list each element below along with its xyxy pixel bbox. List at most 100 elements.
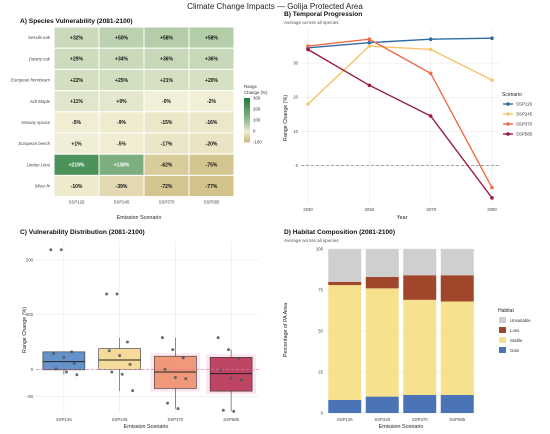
colorbar-segment <box>244 109 250 111</box>
series-line <box>307 45 493 105</box>
heatmap-cell-label: +29% <box>70 57 83 63</box>
x-tick-label: SSP126 <box>56 417 72 422</box>
colorbar-segment <box>244 126 250 128</box>
heatmap-column-labels: SSP126 SSP245 SSP370 SSP585 <box>69 200 220 205</box>
colorbar-tick-label: 100 <box>253 118 261 123</box>
x-tick-label: SSP585 <box>449 417 465 422</box>
x-tick-label: 2050 <box>365 207 375 212</box>
bar-segment <box>403 299 437 395</box>
bar-segment <box>440 394 474 413</box>
colorbar-segment <box>244 99 250 101</box>
series-point <box>306 47 310 52</box>
y-tick-label: 30 <box>293 61 298 66</box>
data-point <box>131 389 135 393</box>
data-point <box>105 292 109 296</box>
colorbar-segment <box>244 128 250 131</box>
colorbar-title-line1: Range <box>244 84 257 89</box>
colorbar-segment <box>244 140 250 143</box>
heatmap-cell-label: -75% <box>206 163 218 169</box>
colorbar-segment <box>244 105 250 108</box>
colorbar-segment <box>244 103 250 105</box>
data-point <box>176 407 180 411</box>
panel-b-series <box>306 36 494 200</box>
legend-swatch <box>499 337 506 343</box>
data-point <box>181 356 185 360</box>
box-body <box>42 351 86 371</box>
data-point <box>128 362 132 366</box>
colorbar-tick-label: 0 <box>253 129 256 134</box>
bar-segment <box>365 396 399 413</box>
colorbar-segment <box>244 111 250 113</box>
heatmap-cell-label: +32% <box>70 35 83 41</box>
heatmap-cell-label: -5% <box>72 120 81 126</box>
panel-a-title: A) Species Vulnerability (2081-2100) <box>20 18 133 25</box>
data-point <box>240 378 244 382</box>
legend-swatch <box>499 317 506 323</box>
panel-c-ylabel: Range Change (%) <box>22 307 28 353</box>
legend-label: Unsuitable <box>510 318 531 323</box>
data-point <box>232 409 236 413</box>
y-tick-label: 200 <box>26 258 34 263</box>
panel-b-legend-title: Scenario <box>502 92 522 98</box>
colorbar-segment <box>244 127 250 130</box>
colorbar-segment <box>244 120 250 122</box>
data-point <box>107 349 111 353</box>
colorbar-tick-label: 200 <box>253 107 261 112</box>
box-body <box>98 348 141 370</box>
y-tick-label: 75 <box>318 288 323 293</box>
data-point <box>110 370 114 374</box>
series-point <box>367 40 372 45</box>
colorbar-segment <box>244 133 250 135</box>
series-point <box>490 185 494 190</box>
heatmap-cell-label: +58% <box>205 35 218 41</box>
data-point <box>62 355 66 359</box>
bar-segment <box>403 249 437 276</box>
heatmap-cell-label: +219% <box>69 163 85 169</box>
heatmap-cell-label: +9% <box>116 99 127 105</box>
colorbar-segment <box>244 123 250 125</box>
heatmap-cell-label: -5% <box>117 141 126 147</box>
data-point <box>184 377 188 381</box>
colorbar-segment <box>244 136 250 138</box>
panel-c-boxplot: C) Vulnerability Distribution (2081-2100… <box>20 229 259 430</box>
bar-segment <box>328 281 362 286</box>
panel-d-legend: Habitat Unsuitable Loss Stable Gain <box>498 308 531 353</box>
y-tick-label: 100 <box>316 247 324 252</box>
panel-a-xlabel: Emission Scenario <box>117 215 162 221</box>
panel-b-legend: Scenario SSP126 SSP245 SSP370 SSP585 <box>502 92 533 137</box>
y-tick-label: 10 <box>293 129 298 134</box>
series-point <box>367 83 372 88</box>
bar-segment <box>403 394 437 413</box>
data-point <box>72 361 76 365</box>
data-point <box>166 401 170 405</box>
bar-segment <box>440 249 474 276</box>
bar-segment <box>440 301 474 395</box>
panel-b-line-chart: B) Temporal Progression Average across a… <box>283 11 533 221</box>
data-point <box>219 368 223 372</box>
heatmap-cell-label: -10% <box>71 184 83 190</box>
data-point <box>51 351 55 355</box>
heatmap-row-labels: Sessile oak Downy oak European hornbeam Ash… <box>11 35 51 188</box>
series-line <box>307 48 493 199</box>
colorbar-segment <box>244 107 250 110</box>
heatmap-cell-label: +138% <box>114 163 130 169</box>
y-tick-label: -50 <box>27 394 34 399</box>
data-point <box>160 336 164 340</box>
data-point <box>64 370 68 374</box>
heatmap-column-label: SSP370 <box>159 200 175 205</box>
heatmap-cell-label: -39% <box>116 184 128 190</box>
panel-d-title: D) Habitat Composition (2081-2100) <box>284 229 395 236</box>
legend-swatch <box>499 347 506 353</box>
panel-b-ylabel: Range Change (%) <box>283 95 289 141</box>
heatmap-cell-label: -2% <box>207 99 216 105</box>
colorbar-segment <box>244 135 250 137</box>
y-tick-label: 20 <box>293 95 298 100</box>
series-point <box>490 36 494 41</box>
x-tick-label: 2090 <box>487 207 497 212</box>
legend-label: SSP370 <box>516 122 533 127</box>
legend-label: SSP585 <box>516 132 533 137</box>
colorbar-segment <box>244 112 250 114</box>
data-point <box>75 373 79 377</box>
x-tick-label: -2070 <box>425 207 437 212</box>
panel-c-xlabel: Emission Scenario <box>124 424 169 430</box>
